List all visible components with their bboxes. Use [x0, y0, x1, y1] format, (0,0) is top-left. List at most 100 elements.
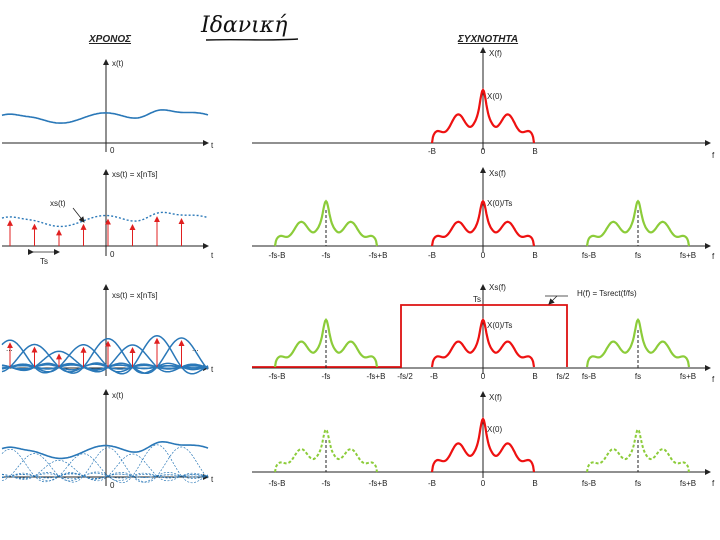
spectrum-replica-right-3 [585, 317, 691, 368]
spectrum-main-2 [430, 199, 536, 247]
spectrum-replica-left-3 [273, 317, 379, 368]
time-plot-2: xs(t) = x[nTs] xs(t) Ts t 0 [1, 169, 214, 266]
sinc-pulse [1, 448, 209, 483]
freq-plot-2: Xs(f) X(0)/Ts f -fs-B -fs -fs+B -B 0 B f… [252, 167, 715, 261]
title-underline [205, 38, 299, 41]
freq-peak-1: X(0) [487, 92, 502, 101]
freq-xlabel-1: f [712, 151, 715, 160]
time-xlabel-1: t [211, 141, 214, 150]
tick-4-2: -fs+B [369, 479, 388, 488]
time-ylabel-4: x(t) [112, 391, 124, 400]
tick-3-9: fs [635, 372, 641, 381]
spectrum-replica-right-2 [585, 199, 691, 247]
tick-3-8: fs-B [582, 372, 596, 381]
time-origin-2: 0 [110, 250, 115, 259]
signal-label-2: xs(t) [50, 199, 66, 208]
tick-2-5: B [532, 251, 537, 260]
spectrum-main-1 [430, 87, 536, 144]
sinc-interpolants-3 [1, 335, 209, 375]
tick-4-8: fs+B [680, 479, 696, 488]
time-origin-1: 0 [110, 146, 115, 155]
tick-4-4: 0 [481, 479, 486, 488]
tick-4-7: fs [635, 479, 641, 488]
sinc-interpolants-4 [1, 444, 209, 484]
spectrum-main-3 [430, 317, 536, 368]
sample-impulses-2 [7, 216, 185, 246]
freq-ylabel-3: Xs(f) [489, 283, 506, 292]
freq-plot-1: X(f) X(0) f -B 0 B [252, 47, 715, 160]
spectrum-replica-left-2 [273, 199, 379, 247]
freq-plot-3: Xs(f) Ts H(f) = Tsrect(f/fs) X(0)/Ts f -… [252, 283, 715, 384]
tick-3-4: -B [430, 372, 438, 381]
ideal-lowpass-filter [252, 304, 568, 368]
reconstructed-signal-4 [1, 441, 209, 460]
time-plot-3: xs(t) = x[nTs] ... ... t [1, 284, 214, 376]
tick-3-1: -fs [322, 372, 331, 381]
tick-3-6: B [532, 372, 537, 381]
freq-ylabel-4: X(f) [489, 393, 502, 402]
freq-xlabel-2: f [712, 252, 715, 261]
tick-3-10: fs+B [680, 372, 696, 381]
freq-peak-3: X(0)/Ts [487, 321, 512, 330]
tick-1-0: -B [428, 147, 436, 156]
tick-2-7: fs [635, 251, 641, 260]
sinc-pulse [1, 453, 209, 482]
time-ylabel-1: x(t) [112, 59, 124, 68]
sinc-pulse [1, 337, 209, 375]
time-xlabel-2: t [211, 251, 214, 260]
freq-peak-2: X(0)/Ts [487, 199, 512, 208]
tick-4-5: B [532, 479, 537, 488]
handwritten-title: Ιδανική [200, 13, 287, 38]
tick-3-5: 0 [481, 372, 486, 381]
time-domain-header: ΧΡΟΝΟΣ [88, 34, 132, 45]
time-xlabel-4: t [211, 475, 214, 484]
spectrum-main-4 [430, 416, 536, 473]
time-origin-4: 0 [110, 481, 115, 490]
tick-4-0: -fs-B [269, 479, 286, 488]
tick-3-2: -fs+B [367, 372, 386, 381]
freq-peak-4: X(0) [487, 425, 502, 434]
freq-xlabel-4: f [712, 479, 715, 488]
sinc-pulse [1, 447, 209, 483]
time-signal-1 [1, 109, 209, 124]
time-signal-dotted-2 [1, 211, 209, 228]
ellipsis-left: ... [6, 344, 13, 353]
spectrum-replica-left-4 [274, 427, 378, 473]
tick-4-6: fs-B [582, 479, 596, 488]
frequency-domain-header: ΣΥΧΝΟΤΗΤΑ [457, 34, 518, 45]
tick-2-3: -B [428, 251, 436, 260]
time-ylabel-3: xs(t) = x[nTs] [112, 291, 158, 300]
time-plot-1: x(t) t 0 [1, 59, 214, 155]
freq-ylabel-2: Xs(f) [489, 169, 506, 178]
tick-1-1: 0 [481, 147, 486, 156]
filter-label: H(f) = Tsrect(f/fs) [577, 289, 637, 298]
sinc-pulse [1, 335, 209, 375]
signal-pointer-arrow [72, 207, 85, 223]
ellipsis-right: ... [192, 344, 199, 353]
tick-2-8: fs+B [680, 251, 696, 260]
time-ylabel-2: xs(t) = x[nTs] [112, 170, 158, 179]
filter-height-label: Ts [473, 295, 481, 304]
freq-ylabel-1: X(f) [489, 49, 502, 58]
tick-2-2: -fs+B [369, 251, 388, 260]
tick-4-3: -B [428, 479, 436, 488]
filter-label-arrow [548, 295, 558, 305]
tick-3-3: -fs/2 [397, 372, 413, 381]
tick-2-4: 0 [481, 251, 486, 260]
tick-2-6: fs-B [582, 251, 596, 260]
period-label: Ts [40, 257, 48, 266]
time-plot-4: x(t) t 0 [1, 389, 214, 490]
sinc-pulse [1, 453, 209, 482]
freq-xlabel-3: f [712, 375, 715, 384]
tick-3-7: fs/2 [557, 372, 570, 381]
spectrum-replica-right-4 [586, 427, 690, 473]
sinc-pulse [1, 453, 209, 482]
freq-plot-4: X(f) X(0) f -fs-B -fs -fs+B -B 0 B fs-B … [252, 391, 715, 488]
tick-2-1: -fs [322, 251, 331, 260]
sinc-pulse [1, 444, 209, 484]
sinc-pulse [1, 460, 209, 480]
sample-impulses-3 [7, 337, 185, 367]
tick-1-2: B [532, 147, 537, 156]
time-xlabel-3: t [211, 365, 214, 374]
